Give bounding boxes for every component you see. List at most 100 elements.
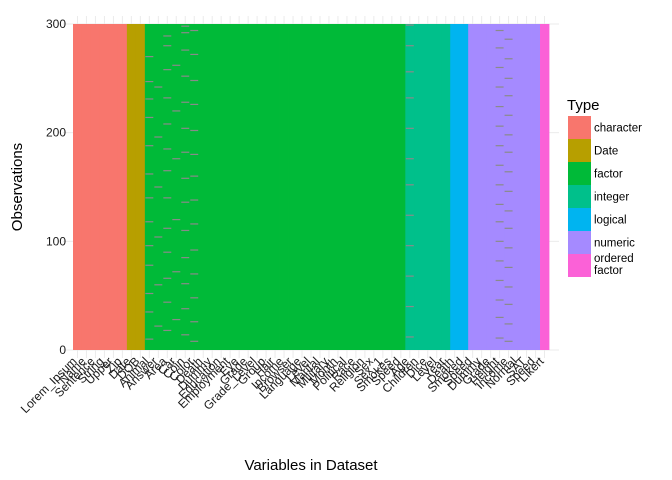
variable-column — [423, 24, 433, 350]
variable-column — [486, 24, 496, 350]
missing-mark — [181, 25, 190, 27]
legend-key — [568, 116, 591, 139]
missing-mark — [145, 56, 154, 58]
missing-mark — [495, 125, 504, 127]
legend-key — [568, 231, 591, 254]
legend-label: integer — [594, 192, 629, 204]
missing-mark — [190, 321, 199, 323]
missing-mark — [145, 245, 154, 247]
variable-column — [297, 24, 307, 350]
missing-mark — [190, 273, 199, 275]
legend-key — [568, 162, 591, 185]
missing-mark — [181, 127, 190, 129]
legend-label: ordered factor — [594, 253, 634, 277]
variable-column — [504, 24, 514, 350]
missing-mark — [181, 201, 190, 203]
variable-column — [450, 24, 460, 350]
missing-mark — [163, 45, 172, 47]
missing-mark — [190, 53, 199, 56]
missing-mark — [154, 136, 163, 138]
variable-column — [495, 24, 505, 350]
missing-mark — [181, 308, 190, 310]
y-tick-label: 300 — [46, 17, 66, 31]
missing-mark — [504, 190, 513, 192]
missing-mark — [405, 45, 414, 47]
missing-mark — [495, 86, 504, 88]
variable-column — [117, 24, 128, 350]
missing-mark — [504, 151, 513, 153]
missing-mark — [495, 184, 504, 186]
missing-mark — [190, 153, 199, 155]
variable-column — [162, 24, 173, 350]
variable-column — [369, 24, 379, 350]
variable-column — [252, 24, 263, 350]
missing-mark — [163, 277, 172, 279]
missing-mark — [163, 301, 172, 303]
variable-column — [135, 24, 146, 350]
variable-column — [315, 24, 325, 350]
missing-mark — [163, 35, 172, 37]
missing-mark — [145, 145, 154, 147]
missing-mark — [154, 186, 163, 188]
variable-column — [522, 24, 532, 350]
variable-column — [396, 24, 406, 350]
missing-mark — [504, 114, 513, 116]
missing-mark — [145, 311, 154, 313]
variable-column — [189, 24, 200, 350]
missing-mark — [154, 86, 163, 88]
missing-mark — [145, 338, 154, 340]
variable-column — [90, 24, 101, 350]
legend-label: Date — [594, 146, 618, 158]
variable-column — [270, 24, 280, 350]
missing-mark — [190, 199, 199, 201]
missing-mark — [190, 79, 199, 82]
missing-mark — [504, 95, 513, 97]
missing-mark — [163, 170, 172, 172]
x-axis-ticks: Lorem_IpsumNameSentenceStringUpperZipDat… — [18, 354, 547, 416]
variable-column — [360, 24, 370, 350]
variable-column — [243, 24, 254, 350]
missing-mark — [172, 64, 181, 66]
legend-label: factor — [594, 169, 623, 181]
x-axis-title: Variables in Dataset — [244, 457, 378, 474]
missing-mark — [172, 158, 181, 160]
missing-mark — [495, 221, 504, 223]
missing-mark — [172, 219, 181, 221]
missing-mark — [495, 316, 504, 318]
variable-column — [342, 24, 352, 350]
missing-mark — [190, 103, 199, 106]
missing-mark — [190, 29, 199, 32]
y-tick-label: 0 — [59, 343, 66, 357]
y-tick-label: 200 — [46, 126, 66, 140]
missing-mark — [504, 266, 513, 269]
missing-mark — [495, 299, 504, 301]
missing-mark — [504, 58, 513, 60]
missing-mark — [172, 110, 181, 112]
variable-column — [81, 24, 92, 350]
variable-column — [432, 24, 442, 350]
missing-mark — [181, 75, 190, 77]
missing-mark — [504, 210, 513, 212]
missing-mark — [181, 283, 190, 285]
variable-column — [288, 24, 298, 350]
missing-mark — [495, 145, 504, 147]
missing-mark — [495, 203, 504, 205]
missing-mark — [172, 271, 181, 273]
missing-mark — [163, 251, 172, 253]
missing-mark — [190, 297, 199, 299]
missing-mark — [154, 284, 163, 286]
missing-mark — [181, 101, 190, 103]
missing-mark — [495, 66, 504, 69]
missing-mark — [145, 264, 154, 266]
variable-column — [378, 24, 388, 350]
legend: Type character Date factor integer logical nu… — [567, 97, 642, 277]
missing-mark — [495, 105, 504, 108]
variable-column — [216, 24, 227, 350]
missing-mark — [495, 240, 504, 242]
legend-label: numeric — [594, 238, 635, 250]
legend-label: character — [594, 123, 642, 135]
missing-mark — [405, 184, 414, 186]
variable-column — [108, 24, 119, 350]
missing-mark — [190, 249, 199, 251]
